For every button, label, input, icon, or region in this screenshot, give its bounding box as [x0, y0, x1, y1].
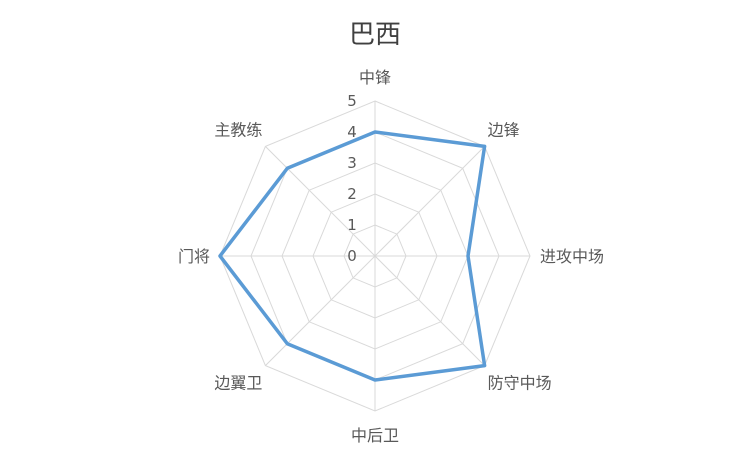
data-point-4 — [373, 378, 377, 382]
tick-label-3: 3 — [347, 154, 357, 172]
data-point-2 — [466, 254, 470, 258]
tick-label-1: 1 — [347, 216, 357, 234]
category-label-4: 中后卫 — [351, 426, 399, 445]
chart-title: 巴西 — [348, 20, 401, 50]
category-label-3: 防守中场 — [488, 374, 552, 393]
spoke-5 — [265, 255, 376, 366]
tick-label-5: 5 — [347, 92, 357, 110]
data-point-7 — [285, 166, 289, 170]
data-point-5 — [285, 342, 289, 346]
category-label-2: 进攻中场 — [540, 247, 604, 266]
category-label-0: 中锋 — [359, 68, 391, 87]
spoke-1 — [374, 146, 485, 257]
data-point-6 — [218, 254, 222, 258]
data-point-1 — [483, 144, 487, 148]
spoke-7 — [265, 146, 376, 257]
category-label-6: 门将 — [178, 247, 210, 266]
category-label-7: 主教练 — [214, 120, 262, 139]
category-label-1: 边锋 — [488, 120, 520, 139]
category-label-5: 边翼卫 — [214, 374, 262, 393]
tick-label-2: 2 — [347, 185, 357, 203]
tick-label-4: 4 — [347, 123, 357, 141]
series-layer — [218, 130, 487, 382]
tick-layer: 0 1 2 3 4 5 — [347, 92, 357, 265]
spoke-layer — [220, 101, 530, 411]
data-point-3 — [483, 364, 487, 368]
spoke-3 — [374, 255, 485, 366]
tick-label-0: 0 — [347, 247, 357, 265]
data-point-0 — [373, 130, 377, 134]
